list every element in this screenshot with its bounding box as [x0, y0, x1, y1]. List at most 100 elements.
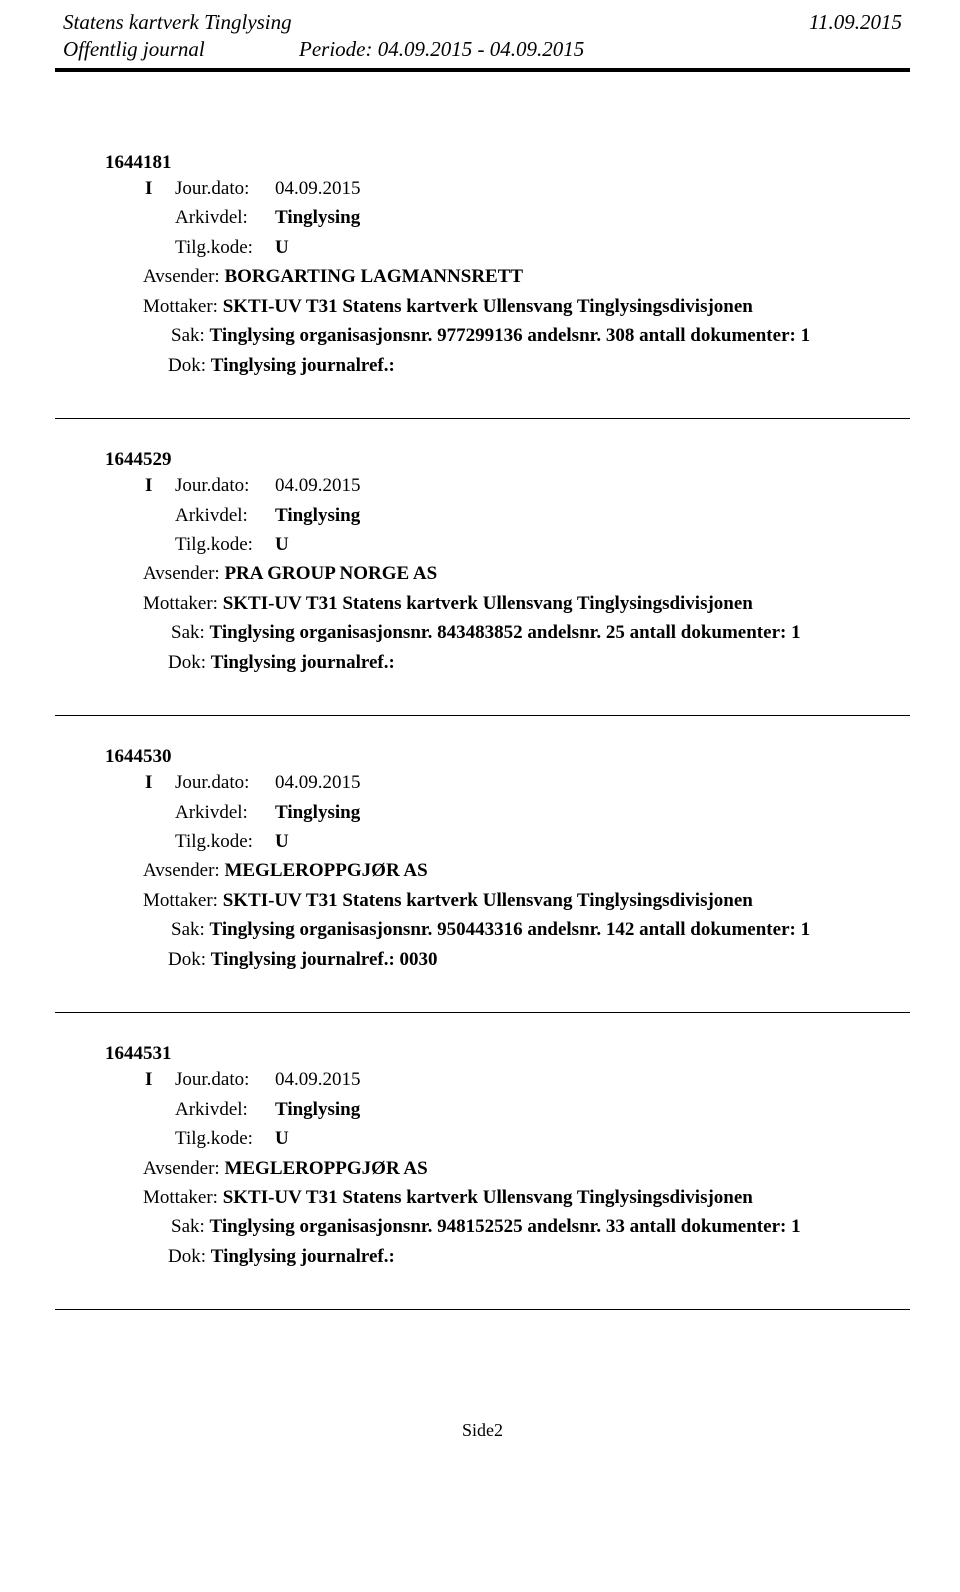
entry-tilg-row: Tilg.kode: U	[145, 233, 910, 262]
tilgkode-value: U	[275, 1124, 289, 1153]
entry-separator	[55, 1012, 910, 1013]
header-sub: Offentlig journal Periode: 04.09.2015 - …	[55, 37, 910, 62]
journal-entry: 1644181 I Jour.dato: 04.09.2015 Arkivdel…	[55, 152, 910, 380]
entry-tilg-row: Tilg.kode: U	[145, 827, 910, 856]
page-number: Side2	[462, 1420, 503, 1440]
entry-dok-row: Dok: Tinglysing journalref.: 0030	[143, 945, 910, 974]
entry-tilg-row: Tilg.kode: U	[145, 1124, 910, 1153]
header-periode: Periode: 04.09.2015 - 04.09.2015	[299, 37, 584, 62]
arkivdel-value: Tinglysing	[275, 1095, 360, 1124]
entries-list: 1644181 I Jour.dato: 04.09.2015 Arkivdel…	[55, 152, 910, 1310]
entry-jour-row: I Jour.dato: 04.09.2015	[145, 768, 910, 797]
avsender-label: Avsender:	[143, 860, 220, 881]
mottaker-value: SKTI-UV T31 Statens kartverk Ullensvang …	[223, 296, 753, 317]
entry-io: I	[145, 1065, 175, 1094]
tilgkode-label: Tilg.kode:	[175, 1124, 275, 1153]
tilgkode-value: U	[275, 530, 289, 559]
jour-label: Jour.dato:	[175, 768, 275, 797]
entry-mottaker-row: Mottaker: SKTI-UV T31 Statens kartverk U…	[143, 886, 910, 915]
dok-label: Dok:	[168, 355, 206, 376]
entry-separator	[55, 715, 910, 716]
entry-id: 1644530	[105, 746, 910, 768]
tilgkode-label: Tilg.kode:	[175, 233, 275, 262]
jour-label: Jour.dato:	[175, 471, 275, 500]
mottaker-value: SKTI-UV T31 Statens kartverk Ullensvang …	[223, 593, 753, 614]
arkivdel-value: Tinglysing	[275, 798, 360, 827]
tilgkode-value: U	[275, 827, 289, 856]
entry-dok-row: Dok: Tinglysing journalref.:	[143, 351, 910, 380]
dok-value: Tinglysing journalref.: 0030	[211, 949, 438, 970]
arkivdel-value: Tinglysing	[275, 501, 360, 530]
jour-date: 04.09.2015	[275, 174, 361, 203]
journal-entry: 1644530 I Jour.dato: 04.09.2015 Arkivdel…	[55, 746, 910, 974]
entry-sak-row: Sak: Tinglysing organisasjonsnr. 9481525…	[143, 1212, 910, 1241]
arkivdel-label: Arkivdel:	[175, 1095, 275, 1124]
arkivdel-value: Tinglysing	[275, 203, 360, 232]
avsender-label: Avsender:	[143, 266, 220, 287]
mottaker-label: Mottaker:	[143, 296, 218, 317]
mottaker-label: Mottaker:	[143, 593, 218, 614]
entry-jour-row: I Jour.dato: 04.09.2015	[145, 1065, 910, 1094]
avsender-label: Avsender:	[143, 1158, 220, 1179]
header-org: Statens kartverk Tinglysing	[63, 10, 292, 35]
entry-arkivdel-row: Arkivdel: Tinglysing	[145, 501, 910, 530]
avsender-value: MEGLEROPPGJØR AS	[224, 1158, 427, 1179]
dok-value: Tinglysing journalref.:	[211, 652, 395, 673]
tilgkode-label: Tilg.kode:	[175, 530, 275, 559]
entry-separator	[55, 1309, 910, 1310]
dok-label: Dok:	[168, 949, 206, 970]
mottaker-value: SKTI-UV T31 Statens kartverk Ullensvang …	[223, 890, 753, 911]
periode-label: Periode:	[299, 37, 372, 61]
sak-value: Tinglysing organisasjonsnr. 977299136 an…	[210, 325, 811, 346]
dok-label: Dok:	[168, 1246, 206, 1267]
entry-arkivdel-row: Arkivdel: Tinglysing	[145, 798, 910, 827]
sak-label: Sak:	[171, 325, 205, 346]
sak-label: Sak:	[171, 1216, 205, 1237]
entry-tilg-row: Tilg.kode: U	[145, 530, 910, 559]
dok-value: Tinglysing journalref.:	[211, 1246, 395, 1267]
header-rule	[55, 68, 910, 72]
dok-value: Tinglysing journalref.:	[211, 355, 395, 376]
jour-date: 04.09.2015	[275, 1065, 361, 1094]
entry-io: I	[145, 471, 175, 500]
sak-value: Tinglysing organisasjonsnr. 950443316 an…	[210, 919, 811, 940]
mottaker-value: SKTI-UV T31 Statens kartverk Ullensvang …	[223, 1187, 753, 1208]
jour-label: Jour.dato:	[175, 1065, 275, 1094]
mottaker-label: Mottaker:	[143, 1187, 218, 1208]
entry-id: 1644529	[105, 449, 910, 471]
sak-label: Sak:	[171, 622, 205, 643]
entry-dok-row: Dok: Tinglysing journalref.:	[143, 1242, 910, 1271]
entry-separator	[55, 418, 910, 419]
entry-io: I	[145, 174, 175, 203]
entry-arkivdel-row: Arkivdel: Tinglysing	[145, 203, 910, 232]
entry-avsender-row: Avsender: MEGLEROPPGJØR AS	[143, 856, 910, 885]
entry-sak-row: Sak: Tinglysing organisasjonsnr. 9772991…	[143, 321, 910, 350]
entry-mottaker-row: Mottaker: SKTI-UV T31 Statens kartverk U…	[143, 1183, 910, 1212]
sak-label: Sak:	[171, 919, 205, 940]
tilgkode-value: U	[275, 233, 289, 262]
tilgkode-label: Tilg.kode:	[175, 827, 275, 856]
mottaker-label: Mottaker:	[143, 890, 218, 911]
sak-value: Tinglysing organisasjonsnr. 948152525 an…	[210, 1216, 801, 1237]
periode-range: 04.09.2015 - 04.09.2015	[378, 37, 585, 61]
sak-value: Tinglysing organisasjonsnr. 843483852 an…	[210, 622, 801, 643]
jour-label: Jour.dato:	[175, 174, 275, 203]
dok-label: Dok:	[168, 652, 206, 673]
header-journal: Offentlig journal	[63, 37, 293, 62]
journal-entry: 1644531 I Jour.dato: 04.09.2015 Arkivdel…	[55, 1043, 910, 1271]
entry-sak-row: Sak: Tinglysing organisasjonsnr. 8434838…	[143, 618, 910, 647]
arkivdel-label: Arkivdel:	[175, 501, 275, 530]
jour-date: 04.09.2015	[275, 768, 361, 797]
entry-id: 1644531	[105, 1043, 910, 1065]
entry-id: 1644181	[105, 152, 910, 174]
entry-avsender-row: Avsender: MEGLEROPPGJØR AS	[143, 1154, 910, 1183]
avsender-label: Avsender:	[143, 563, 220, 584]
page-footer: Side2	[55, 1420, 910, 1441]
entry-jour-row: I Jour.dato: 04.09.2015	[145, 174, 910, 203]
avsender-value: PRA GROUP NORGE AS	[224, 563, 437, 584]
header-date: 11.09.2015	[809, 10, 902, 35]
entry-dok-row: Dok: Tinglysing journalref.:	[143, 648, 910, 677]
jour-date: 04.09.2015	[275, 471, 361, 500]
journal-entry: 1644529 I Jour.dato: 04.09.2015 Arkivdel…	[55, 449, 910, 677]
header-top: Statens kartverk Tinglysing 11.09.2015	[55, 10, 910, 35]
